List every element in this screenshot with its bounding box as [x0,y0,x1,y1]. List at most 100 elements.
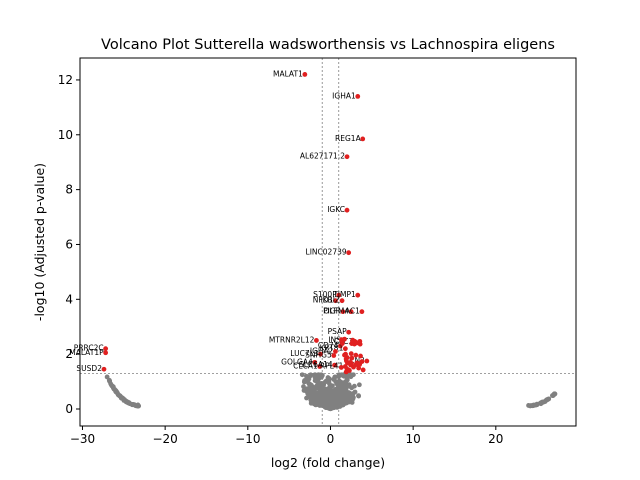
significant-point [346,250,352,256]
y-tick-label: 4 [65,292,73,306]
gene-label: LUC7L3 [290,349,318,358]
y-axis-label: -log10 (Adjusted p-value) [32,163,47,321]
significant-point [353,352,359,358]
significant-point [333,298,338,304]
non-significant-point [110,384,116,390]
non-significant-point [352,389,358,395]
x-tick-label: −10 [235,432,260,446]
significant-point [314,338,319,343]
non-significant-point [299,372,305,378]
significant-point [342,336,347,342]
y-tick-label: 10 [58,128,73,142]
non-significant-point [343,383,349,389]
gene-label: AL627171.2 [300,152,345,161]
gene-label: TIMP1 [332,290,356,299]
gene-label: IGKC [327,205,345,214]
non-significant-point [306,376,312,382]
significant-point [342,346,348,352]
non-significant-point [321,387,327,393]
gene-label: CD74 [318,341,339,350]
x-tick-label: −30 [70,432,95,446]
gene-label: MTRNR2L12 [269,335,315,344]
non-significant-point [550,393,555,398]
non-significant-point [336,374,342,380]
non-significant-point [356,382,362,388]
significant-point [364,358,370,364]
non-significant-point [308,372,314,378]
non-significant-point [333,386,339,392]
non-significant-point [349,400,355,405]
non-significant-point [122,397,127,403]
non-significant-point [126,400,131,406]
significant-point [101,366,107,372]
non-significant-point [312,401,317,407]
non-significant-point [317,397,323,403]
x-tick-label: 0 [327,432,335,446]
non-significant-point [338,386,344,392]
significant-point [318,351,323,357]
gene-label: LINC02739 [306,248,347,257]
plot-frame [79,57,577,427]
significant-point [333,349,338,354]
non-significant-point [301,384,306,389]
significant-point [349,360,354,366]
chart-title: Volcano Plot Sutterella wadsworthensis v… [101,37,555,53]
y-tick-label: 0 [65,402,73,416]
non-significant-point [530,403,535,409]
non-significant-point [314,373,319,379]
non-significant-point [321,382,327,388]
y-tick-label: 8 [65,183,73,197]
gene-label: LCN2 [345,356,365,365]
significant-point [358,353,363,359]
non-significant-point [309,385,315,391]
non-significant-point [339,395,345,401]
non-significant-point [136,403,141,409]
significant-point [346,329,352,335]
non-significant-point [329,403,335,408]
y-tick-label: 6 [65,237,73,251]
gene-label: MALAT1 [273,69,303,78]
significant-point [356,365,362,371]
significant-point [343,356,349,362]
significant-point [344,154,350,160]
gene-label: RPL41 [320,361,344,370]
significant-point [354,340,360,346]
gene-label: SUSD2 [76,364,102,373]
x-axis-label: log2 (fold change) [271,455,385,470]
non-significant-point [335,381,340,387]
gene-label: OLFM4 [324,307,350,316]
non-significant-point [356,393,362,399]
y-tick-label: 2 [65,347,73,361]
x-tick-label: 10 [406,432,421,446]
non-significant-point [352,383,357,389]
non-significant-point [338,390,344,396]
significant-point [332,362,338,368]
significant-point [360,136,366,142]
non-significant-point [301,379,307,385]
significant-point [339,341,345,346]
plot-area: MALAT1 IGHA1 REG1A AL627171.2 IGKC LINC02739 S… [58,57,577,446]
gene-label: REG1A [335,134,362,143]
gene-label: PSAP [328,327,348,336]
gene-label: KRT81 [320,344,344,353]
significant-point [344,360,350,366]
non-significant-point [332,394,338,400]
significant-point [302,72,308,77]
gene-label: IGHA2 [310,346,334,355]
significant-point [348,351,354,357]
significant-point [360,367,366,373]
non-significant-point [114,389,120,395]
gene-label: NFKBIZ [313,296,340,305]
significant-point [349,355,355,361]
significant-point [350,337,356,343]
significant-point [355,93,361,99]
significant-point [103,350,109,356]
non-significant-point [323,397,328,402]
gene-label: ID1 [321,296,334,305]
gene-label: PRRC2C [74,344,104,353]
non-significant-point [546,396,552,402]
non-significant-point [314,378,319,384]
significant-point [340,309,346,315]
